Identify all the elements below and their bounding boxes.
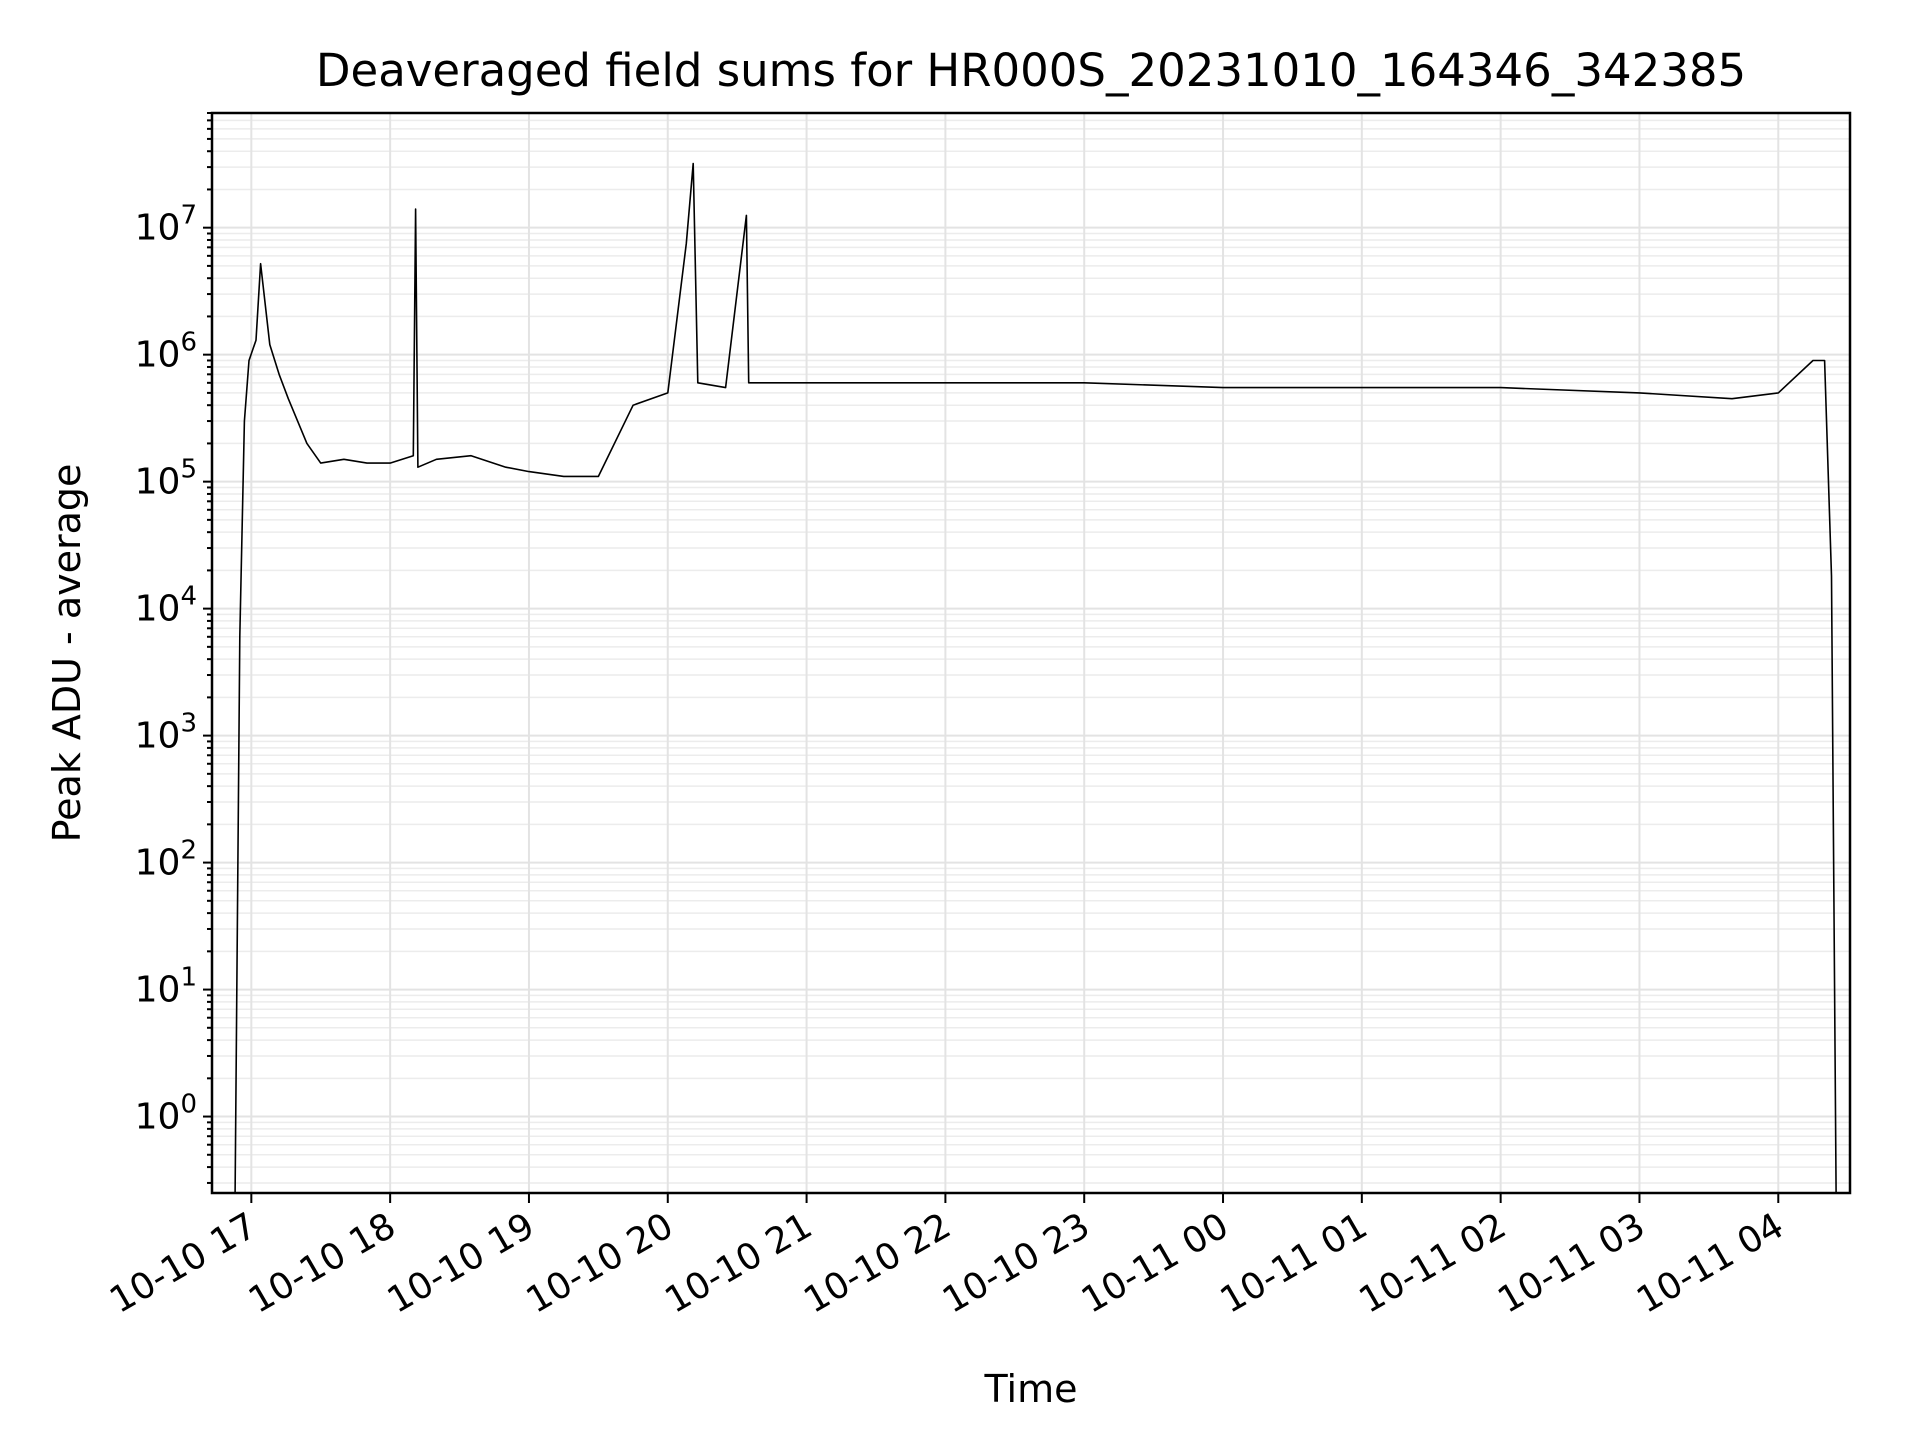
plot-frame: [210, 111, 1852, 1195]
x-tick-label: 10-10 22: [797, 1205, 958, 1321]
x-tick-label: 10-11 04: [1630, 1205, 1791, 1321]
y-tick-label: 107: [135, 201, 197, 249]
y-axis-label: Peak ADU - average: [45, 464, 89, 843]
y-axis: 100 101 102 103 104 105 106 107: [135, 112, 212, 1184]
y-tick-label: 105: [135, 455, 197, 503]
x-tick-label: 10-11 03: [1491, 1205, 1652, 1321]
series-layer: [234, 162, 1837, 1194]
y-tick-label: 104: [135, 582, 197, 630]
x-tick-label: 10-10 17: [103, 1205, 264, 1321]
y-tick-label: 101: [135, 963, 197, 1011]
x-tick-label: 10-11 02: [1352, 1205, 1513, 1321]
y-tick-label: 102: [135, 836, 197, 884]
x-axis-label: Time: [984, 1367, 1078, 1411]
x-tick-label: 10-10 18: [242, 1205, 403, 1321]
y-tick-label: 100: [135, 1090, 197, 1138]
series-line: [234, 162, 1837, 1194]
y-tick-label: 106: [135, 328, 197, 376]
x-tick-label: 10-10 20: [520, 1205, 681, 1321]
x-tick-label: 10-11 01: [1214, 1205, 1375, 1321]
grid: [212, 112, 1850, 1193]
x-tick-label: 10-10 23: [936, 1205, 1097, 1321]
x-tick-label: 10-10 19: [381, 1205, 542, 1321]
x-tick-label: 10-10 21: [658, 1205, 819, 1321]
x-tick-label: 10-11 00: [1075, 1205, 1236, 1321]
y-tick-label: 103: [135, 709, 197, 757]
chart-title: Deaveraged field sums for HR000S_2023101…: [316, 44, 1746, 97]
